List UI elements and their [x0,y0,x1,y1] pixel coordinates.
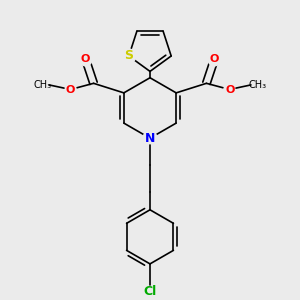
Text: O: O [210,55,219,64]
Text: N: N [145,132,155,145]
Circle shape [63,83,76,96]
Circle shape [208,53,221,66]
Circle shape [79,53,92,66]
Text: CH₃: CH₃ [34,80,52,90]
Text: O: O [81,55,90,64]
Text: CH₃: CH₃ [248,80,266,90]
Text: S: S [124,50,133,62]
Circle shape [122,49,136,63]
Circle shape [143,131,157,145]
Text: O: O [65,85,74,95]
Text: Cl: Cl [143,285,157,298]
Circle shape [224,83,237,96]
Text: O: O [226,85,235,95]
